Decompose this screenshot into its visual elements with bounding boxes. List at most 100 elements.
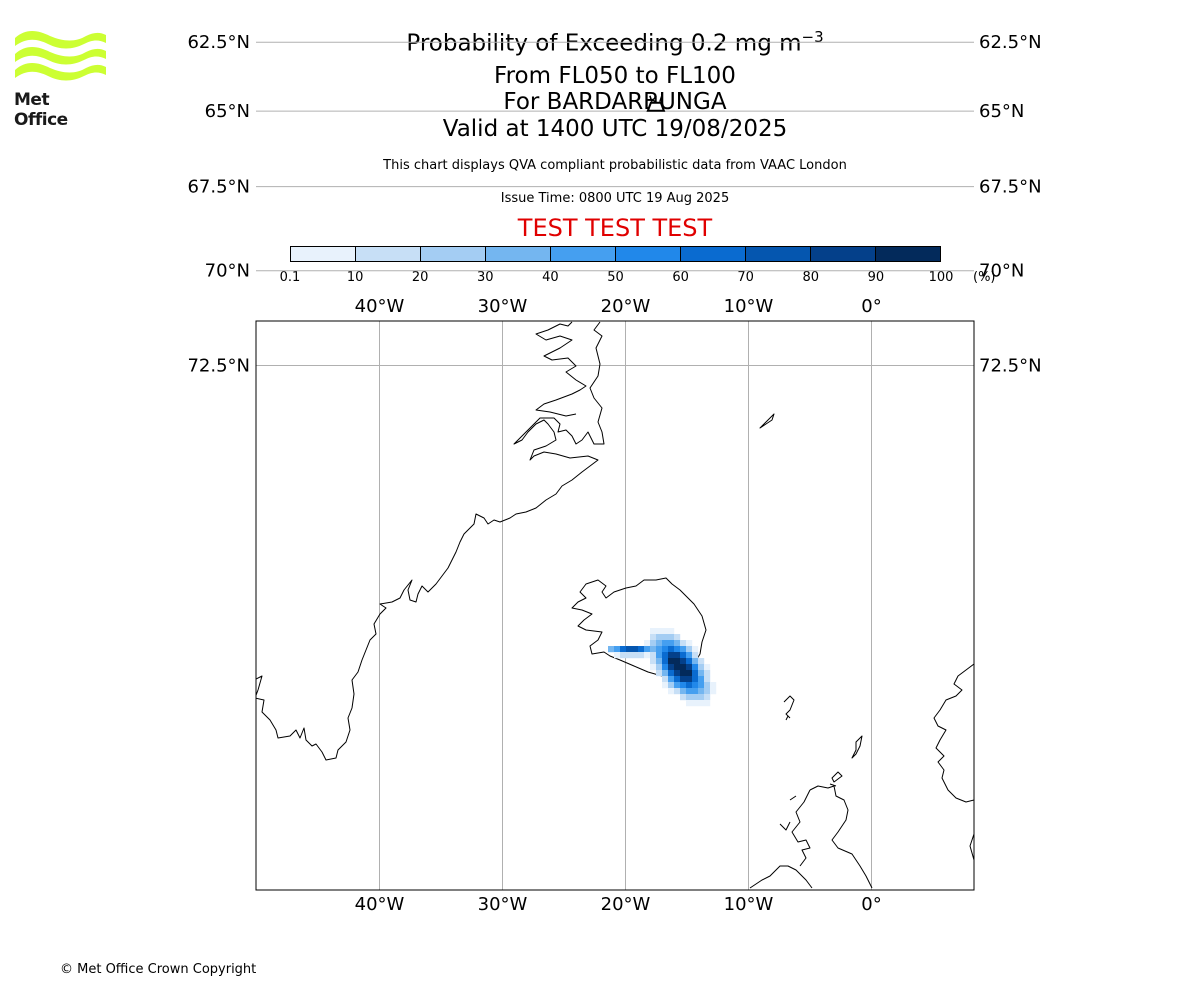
coastline-faroe: [783, 695, 795, 721]
ash-cell: [662, 682, 669, 689]
ash-cell: [704, 670, 711, 677]
ash-cell: [650, 664, 657, 671]
longitude-label: 10°W: [724, 296, 774, 317]
ash-cell: [644, 646, 651, 653]
ash-cell: [632, 652, 639, 659]
ash-cell: [698, 700, 705, 707]
latitude-label: 62.5°N: [187, 32, 250, 53]
ash-cell: [692, 682, 699, 689]
ash-cell: [662, 634, 669, 641]
ash-cell: [680, 658, 687, 665]
latitude-label: 67.5°N: [187, 177, 250, 198]
ash-cell: [650, 628, 657, 635]
longitude-label: 30°W: [478, 296, 528, 317]
ash-cell: [644, 640, 651, 647]
ash-cell: [662, 676, 669, 683]
ash-cell: [692, 652, 699, 659]
ash-cell: [704, 676, 711, 683]
ash-cell: [668, 670, 675, 677]
ash-cell: [632, 646, 639, 653]
longitude-label: 10°W: [724, 894, 774, 915]
ash-cell: [674, 640, 681, 647]
probability-colorbar: [290, 246, 941, 262]
ash-cell: [656, 646, 663, 653]
ash-cell: [662, 652, 669, 659]
colorbar-bin: [485, 247, 550, 261]
longitude-label: 40°W: [355, 296, 405, 317]
ash-cell: [680, 652, 687, 659]
colorbar-tick-label: 40: [542, 270, 559, 285]
colorbar-tick-label: 100: [928, 270, 954, 285]
ash-cell: [668, 688, 675, 695]
ash-cell: [656, 628, 663, 635]
chart-title: Probability of Exceeding 0.2 mg m−3: [0, 28, 1200, 57]
colorbar-bin: [615, 247, 680, 261]
ash-cell: [710, 688, 717, 695]
longitude-label: 0°: [861, 296, 881, 317]
ash-cell: [614, 652, 621, 659]
ash-cell: [686, 688, 693, 695]
ash-cell: [698, 676, 705, 683]
ash-cell: [638, 646, 645, 653]
ash-cell: [650, 658, 657, 665]
ash-cell: [692, 676, 699, 683]
ash-cell: [674, 664, 681, 671]
ash-cell: [686, 664, 693, 671]
ash-cell: [686, 646, 693, 653]
latitude-label: 72.5°N: [979, 356, 1042, 377]
colorbar-bin: [745, 247, 810, 261]
ash-probability-field: [608, 628, 717, 707]
ash-cell: [668, 658, 675, 665]
latitude-label: 67.5°N: [979, 177, 1042, 198]
ash-cell: [668, 682, 675, 689]
latitude-label: 65°N: [979, 101, 1024, 122]
colorbar-tick-label: 30: [477, 270, 494, 285]
issue-time: Issue Time: 0800 UTC 19 Aug 2025: [500, 191, 730, 206]
ash-cell: [674, 676, 681, 683]
axis-labels: 40°W 40°W 30°W 30°W 20°W 20°W 10°W 10°W 0° 0° 72.5…: [187, 32, 1042, 915]
map-frame: [255, 320, 975, 891]
ash-cell: [698, 682, 705, 689]
ash-cell: [686, 658, 693, 665]
ash-cell: [698, 658, 705, 665]
ash-cell: [650, 646, 657, 653]
ash-cell: [674, 682, 681, 689]
ash-cell: [662, 640, 669, 647]
ash-cell: [668, 628, 675, 635]
ash-cell: [626, 652, 633, 659]
ash-cell: [620, 652, 627, 659]
coastline-jan-mayen: [759, 413, 775, 429]
ash-cell: [668, 664, 675, 671]
latitude-label: 70°N: [979, 261, 1024, 282]
colorbar-tick-label: 10: [346, 270, 364, 285]
colorbar-tick-label: 0.1: [279, 270, 301, 285]
coastline-greenland-east-inlets: [535, 321, 587, 417]
ash-cell: [662, 628, 669, 635]
ash-cell: [692, 700, 699, 707]
ash-cell: [656, 664, 663, 671]
colorbar-tick-label: 90: [867, 270, 885, 285]
ash-cell: [686, 676, 693, 683]
ash-cell: [674, 646, 681, 653]
ash-cell: [698, 670, 705, 677]
colorbar-bin: [291, 247, 355, 261]
longitude-label: 20°W: [601, 296, 651, 317]
ash-cell: [674, 652, 681, 659]
ash-cell: [674, 634, 681, 641]
colorbar-tick-label: 20: [411, 270, 429, 285]
ash-cell: [692, 688, 699, 695]
ash-cell: [680, 676, 687, 683]
ash-cell: [680, 682, 687, 689]
title-valid-time: Valid at 1400 UTC 19/08/2025: [442, 116, 788, 142]
ash-cell: [650, 652, 657, 659]
ash-cell: [698, 688, 705, 695]
colorbar-tick-label: 60: [672, 270, 689, 285]
colorbar-unit: (%): [973, 270, 996, 285]
longitude-label: 20°W: [601, 894, 651, 915]
ash-cell: [698, 694, 705, 701]
ash-cell: [704, 700, 711, 707]
title-flight-levels: From FL050 to FL100: [494, 63, 736, 89]
latitude-label: 72.5°N: [187, 356, 250, 377]
ash-cell: [692, 658, 699, 665]
